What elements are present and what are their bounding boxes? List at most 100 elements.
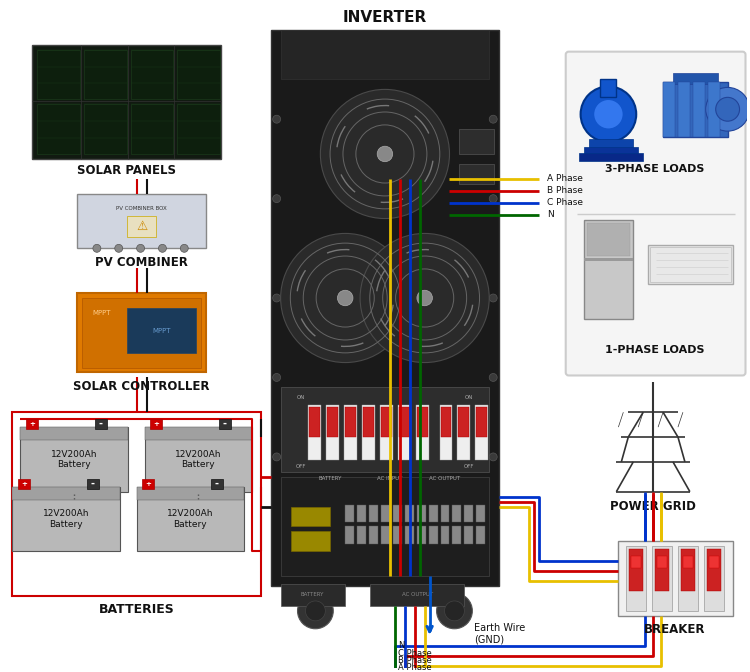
Bar [280, 387, 489, 472]
Bar [136, 487, 244, 499]
Bar [678, 83, 690, 137]
Text: ⚠: ⚠ [136, 220, 147, 233]
Text: MPPT: MPPT [92, 310, 111, 316]
Text: N: N [547, 210, 554, 219]
Circle shape [180, 245, 188, 252]
Circle shape [593, 99, 623, 129]
Bar [344, 405, 357, 460]
Circle shape [158, 245, 166, 252]
Bar [393, 505, 402, 522]
Bar [405, 526, 414, 544]
Bar [663, 83, 675, 137]
Bar [704, 546, 724, 611]
Bar [77, 293, 206, 372]
Circle shape [338, 290, 353, 306]
Bar [26, 419, 38, 429]
Bar [13, 487, 120, 499]
Bar [678, 546, 698, 611]
Text: 3-PHASE LOADS: 3-PHASE LOADS [605, 165, 705, 175]
Bar [84, 50, 127, 99]
Bar [655, 549, 669, 591]
Text: +: + [29, 421, 35, 427]
Bar [345, 505, 354, 522]
Bar [38, 104, 80, 154]
Bar [393, 526, 402, 544]
Bar [429, 526, 437, 544]
Bar [708, 83, 720, 137]
Bar [18, 478, 30, 489]
Text: PV COMBINER BOX: PV COMBINER BOX [116, 206, 167, 211]
Bar [20, 427, 128, 492]
Text: AC OUTPUT: AC OUTPUT [429, 476, 460, 481]
Circle shape [273, 115, 280, 123]
Text: C Phase: C Phase [398, 649, 431, 658]
Bar [657, 556, 667, 568]
Text: 12V200Ah
Battery: 12V200Ah Battery [43, 509, 89, 529]
Bar [440, 526, 449, 544]
Circle shape [136, 245, 145, 252]
Bar [601, 79, 616, 97]
Circle shape [489, 374, 497, 382]
Circle shape [377, 146, 393, 162]
Circle shape [360, 233, 489, 363]
Bar [648, 245, 733, 284]
Bar [440, 505, 449, 522]
Bar [177, 50, 220, 99]
Circle shape [417, 290, 433, 306]
Bar [476, 405, 488, 460]
Bar [326, 405, 339, 460]
Bar [693, 83, 705, 137]
Bar [94, 419, 106, 429]
Text: -: - [214, 478, 219, 489]
Text: AC OUTPUT: AC OUTPUT [402, 593, 433, 597]
Text: B Phase: B Phase [398, 656, 431, 665]
Bar [357, 526, 366, 544]
Text: +: + [21, 480, 27, 487]
Bar [130, 104, 173, 154]
Circle shape [280, 233, 410, 363]
Bar [460, 129, 494, 154]
Text: MPPT: MPPT [152, 328, 171, 334]
Text: A Phase: A Phase [398, 663, 431, 672]
Bar [290, 507, 330, 526]
Bar [618, 542, 733, 616]
Bar [363, 407, 374, 437]
Bar [150, 419, 162, 429]
Circle shape [273, 195, 280, 203]
Bar [32, 45, 221, 159]
Bar [82, 298, 201, 368]
Bar [327, 407, 338, 437]
Bar [452, 505, 461, 522]
Bar [380, 405, 393, 460]
Bar [310, 407, 320, 437]
Bar [632, 556, 641, 568]
Circle shape [445, 601, 464, 621]
Circle shape [436, 593, 472, 629]
Bar [584, 147, 638, 155]
Bar [626, 546, 646, 611]
Bar [362, 405, 375, 460]
Text: ON: ON [296, 395, 304, 400]
Bar [280, 584, 345, 606]
Bar [136, 487, 244, 551]
Text: -: - [223, 419, 226, 429]
Bar [280, 30, 489, 79]
Bar [357, 505, 366, 522]
Text: BATTERY: BATTERY [319, 476, 342, 481]
Circle shape [716, 97, 740, 121]
Bar [452, 526, 461, 544]
Bar [417, 407, 428, 437]
Bar [650, 247, 730, 282]
Bar [345, 407, 356, 437]
Bar [476, 407, 488, 437]
Text: SOLAR PANELS: SOLAR PANELS [77, 165, 176, 177]
Circle shape [273, 453, 280, 461]
Text: POWER GRID: POWER GRID [610, 500, 696, 513]
Bar [706, 549, 721, 591]
Bar [417, 505, 426, 522]
Text: AC INPUT: AC INPUT [377, 476, 403, 481]
Bar [586, 223, 630, 255]
Bar [345, 526, 354, 544]
Bar [458, 407, 470, 437]
Text: -: - [98, 419, 103, 429]
